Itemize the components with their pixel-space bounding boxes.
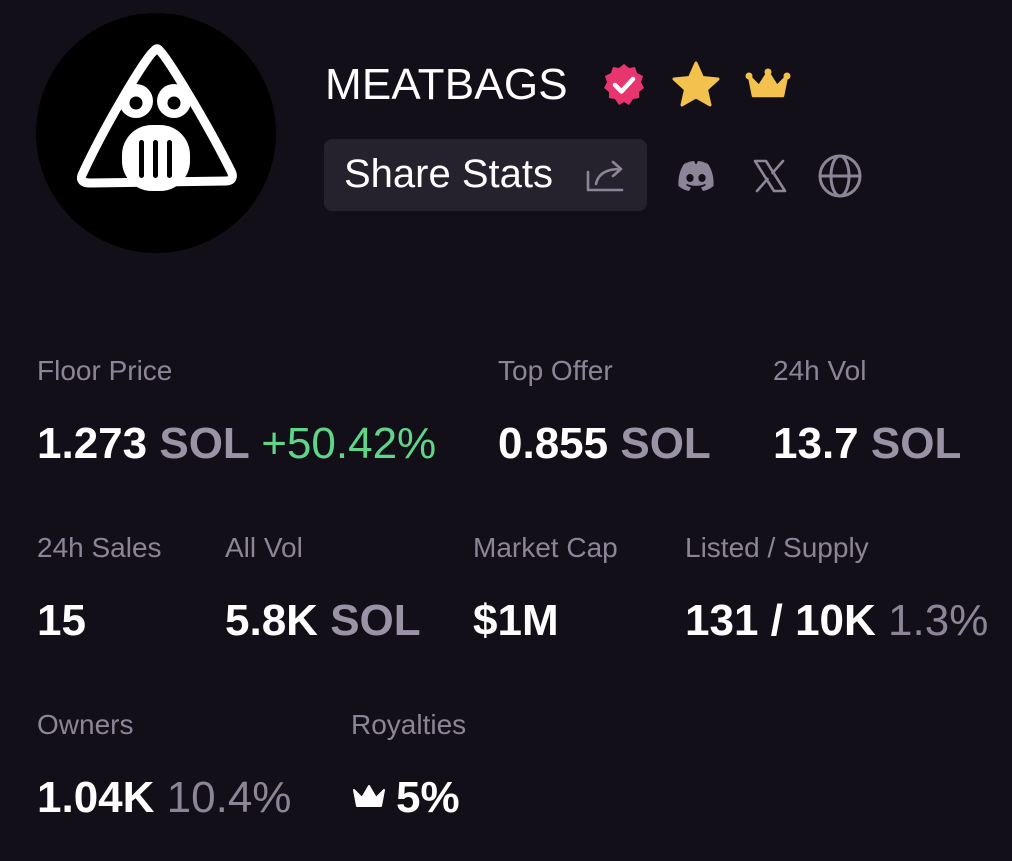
sales-24h-value: 15 — [37, 596, 86, 645]
market-cap-label: Market Cap — [473, 532, 618, 563]
share-icon — [586, 160, 624, 192]
sales-24h-label: 24h Sales — [37, 532, 162, 563]
floor-price-unit: SOL — [159, 419, 249, 468]
top-offer-amount: 0.855 — [498, 419, 609, 468]
floor-price-label: Floor Price — [37, 355, 173, 386]
owners-amount: 1.04K — [37, 773, 155, 822]
x-logo-icon[interactable] — [746, 152, 794, 200]
vol-24h-value: 13.7 SOL — [773, 419, 961, 469]
floor-price-amount: 1.273 — [37, 419, 148, 468]
floor-price-change: +50.42% — [261, 419, 437, 468]
share-stats-button[interactable]: Share Stats — [324, 139, 647, 211]
crown-icon — [745, 68, 791, 98]
star-icon — [672, 61, 720, 107]
owners-value: 1.04K 10.4% — [37, 773, 291, 823]
listed-supply-percent: 1.3% — [888, 596, 989, 645]
all-vol-label: All Vol — [225, 532, 303, 563]
royalty-crown-icon — [353, 785, 385, 807]
vol-24h-label: 24h Vol — [773, 355, 867, 386]
royalties-amount: 5% — [396, 773, 460, 822]
floor-price-value: 1.273 SOL +50.42% — [37, 419, 436, 469]
all-vol-amount: 5.8K — [225, 596, 318, 645]
top-offer-unit: SOL — [620, 419, 711, 468]
listed-supply-label: Listed / Supply — [685, 532, 869, 563]
royalties-label: Royalties — [351, 709, 467, 740]
vol-24h-amount: 13.7 — [773, 419, 859, 468]
collection-name: MEATBAGS — [325, 60, 568, 109]
meatbags-logo-icon — [77, 44, 237, 191]
royalties-value: 5% — [352, 773, 460, 823]
top-offer-value: 0.855 SOL — [498, 419, 711, 469]
share-stats-label: Share Stats — [344, 152, 554, 196]
vol-24h-unit: SOL — [870, 419, 962, 468]
market-cap-value: $1M — [473, 596, 559, 645]
top-offer-label: Top Offer — [498, 355, 613, 386]
discord-icon[interactable] — [672, 152, 720, 200]
globe-icon[interactable] — [816, 152, 864, 200]
all-vol-value: 5.8K SOL — [225, 596, 421, 646]
listed-supply-amount: 131 / 10K — [685, 596, 876, 645]
collection-avatar — [36, 13, 276, 253]
all-vol-unit: SOL — [330, 596, 421, 645]
verified-badge-icon — [604, 64, 644, 105]
owners-label: Owners — [37, 709, 134, 740]
listed-supply-value: 131 / 10K 1.3% — [685, 596, 988, 646]
owners-percent: 10.4% — [166, 773, 292, 822]
